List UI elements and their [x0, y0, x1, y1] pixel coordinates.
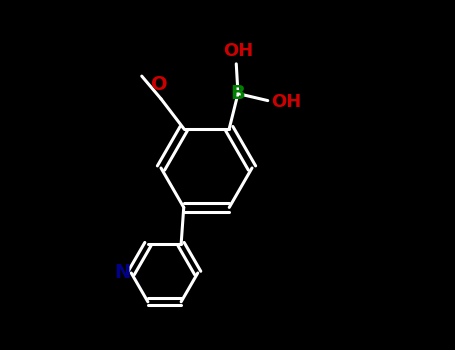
- Text: OH: OH: [223, 42, 253, 60]
- Text: N: N: [114, 264, 131, 282]
- Text: B: B: [231, 84, 245, 103]
- Text: O: O: [151, 75, 167, 93]
- Text: OH: OH: [271, 93, 302, 111]
